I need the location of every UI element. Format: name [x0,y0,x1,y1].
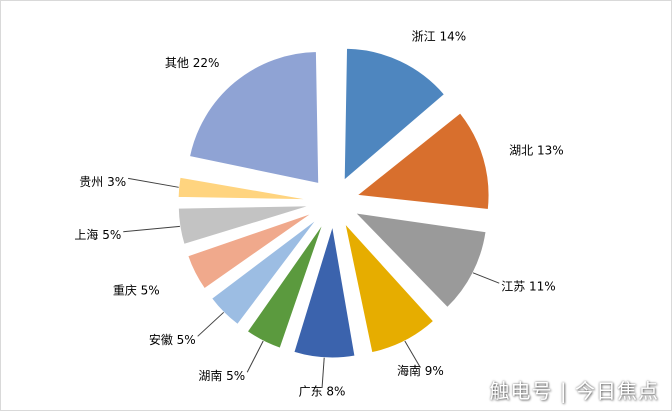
pie-slice-1 [355,112,490,211]
slice-label-3: 海南 9% [397,363,444,378]
slice-label-4: 广东 8% [299,384,346,398]
slice-label-1: 湖北 13% [509,143,564,158]
leader-line-4 [321,357,325,388]
leader-line-5 [246,340,264,373]
slice-label-8: 上海 5% [74,227,121,242]
slice-label-6: 安徽 5% [149,332,196,347]
pie-slice-3 [344,221,435,354]
slice-label-5: 湖南 5% [198,368,245,383]
slice-label-2: 江苏 11% [501,280,556,294]
pie-slice-0 [343,47,446,182]
slice-label-0: 浙江 14% [412,29,467,43]
watermark-text: 触电号 | 今日焦点 [489,379,659,403]
pie-slice-9 [177,176,311,201]
slice-label-7: 重庆 5% [113,283,160,297]
pie-slice-7 [187,212,313,290]
leader-line-3 [404,340,421,368]
pie-slice-4 [293,225,356,359]
slice-label-9: 贵州 3% [79,175,126,189]
leader-line-2 [472,272,500,284]
leader-line-9 [128,177,179,188]
leader-line-8 [123,225,180,233]
slice-label-10: 其他 22% [165,56,220,70]
leader-line-6 [197,311,225,337]
pie-slice-10 [188,51,320,185]
